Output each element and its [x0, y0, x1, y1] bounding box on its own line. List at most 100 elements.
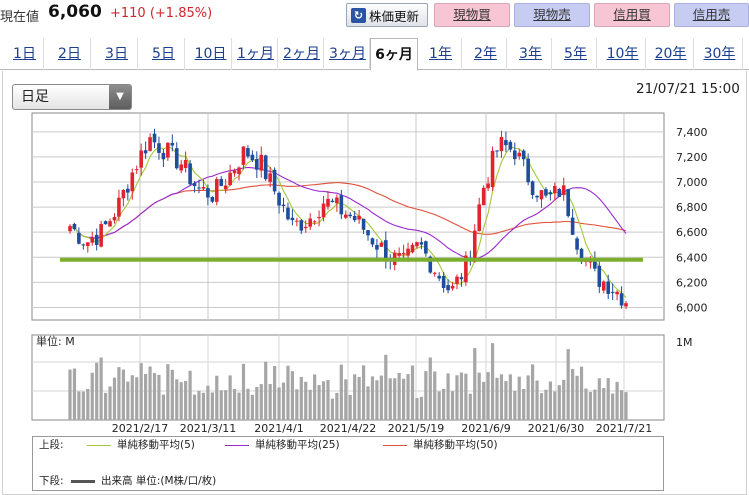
price-tick-label: 7,400: [676, 126, 708, 139]
tab-3month[interactable]: 3ヶ月: [326, 38, 370, 70]
candle-body: [108, 221, 112, 227]
candle-body: [85, 242, 90, 247]
volume-bar: [433, 371, 437, 420]
tab-5year[interactable]: 5年: [555, 38, 597, 70]
tab-1month[interactable]: 1ヶ月: [234, 38, 278, 70]
volume-bar: [575, 375, 579, 420]
candle-body: [428, 256, 433, 273]
candle-body: [441, 276, 446, 288]
volume-bar: [348, 394, 352, 420]
volume-bars: [68, 343, 628, 420]
tab-10day[interactable]: 10日: [190, 38, 232, 70]
volume-bar: [219, 390, 223, 420]
candle-body: [134, 169, 139, 171]
volume-bar: [593, 389, 597, 420]
candle-body: [179, 164, 183, 171]
volume-bar: [615, 381, 619, 420]
cash-buy-button[interactable]: 現物買: [434, 3, 510, 27]
candle-body: [450, 285, 455, 289]
volume-bar: [126, 381, 130, 420]
tab-1day[interactable]: 1日: [6, 38, 44, 70]
candle-body: [588, 261, 593, 263]
candle-body: [548, 192, 553, 195]
chart-timestamp: 21/07/21 15:00: [636, 81, 740, 97]
tab-30year[interactable]: 30年: [697, 38, 743, 70]
volume-bar: [255, 387, 259, 420]
volume-bar: [108, 386, 112, 420]
volume-bar: [210, 392, 214, 420]
volume-bar: [406, 374, 410, 420]
volume-bar: [428, 357, 432, 420]
refresh-icon: ↻: [351, 7, 366, 23]
date-axis: 2021/2/17 2021/3/11 2021/4/1 2021/4/22 2021/…: [112, 422, 652, 435]
tab-6month[interactable]: 6ヶ月: [370, 38, 418, 71]
candle-body: [352, 215, 357, 221]
margin-buy-button[interactable]: 信用買: [594, 3, 670, 27]
candle-body: [384, 240, 388, 262]
volume-bar: [268, 383, 272, 420]
margin-sell-button[interactable]: 信用売: [674, 3, 749, 27]
volume-bar: [366, 386, 370, 420]
volume-bar: [192, 394, 197, 420]
volume-bar: [201, 392, 206, 420]
candle-body: [308, 218, 312, 227]
current-price-label: 現在値: [0, 10, 40, 25]
candle-body: [237, 167, 241, 175]
tab-1year[interactable]: 1年: [420, 38, 462, 70]
date-label: 2021/2/17: [112, 422, 168, 435]
candlesticks: [68, 128, 628, 310]
candle-body: [277, 192, 281, 206]
candle-body: [472, 230, 477, 262]
volume-bar: [264, 361, 268, 420]
candle-body: [495, 150, 499, 152]
volume-bar: [326, 380, 330, 420]
volume-bar: [513, 390, 517, 420]
tab-20year[interactable]: 20年: [648, 38, 694, 70]
candle-body: [410, 244, 415, 253]
volume-bar: [397, 372, 401, 420]
tab-2month[interactable]: 2ヶ月: [280, 38, 324, 70]
candle-body: [130, 172, 135, 192]
tab-3day[interactable]: 3日: [96, 38, 138, 70]
candle-body: [606, 281, 611, 294]
cash-sell-button[interactable]: 現物売: [514, 3, 590, 27]
tab-3year[interactable]: 3年: [510, 38, 552, 70]
candle-body: [593, 259, 597, 269]
volume-bar: [148, 366, 152, 420]
candle-body: [517, 152, 522, 157]
volume-bar: [179, 382, 183, 420]
candle-period-select[interactable]: 日足 ▼: [12, 84, 132, 110]
volume-bar: [375, 380, 379, 420]
candle-body: [432, 272, 437, 274]
candle-body: [570, 217, 575, 235]
tab-2day[interactable]: 2日: [49, 38, 91, 70]
candle-body: [424, 241, 428, 254]
candle-body: [464, 255, 468, 283]
candle-body: [126, 188, 130, 193]
tab-5day[interactable]: 5日: [143, 38, 185, 70]
volume-bar: [112, 377, 117, 420]
candle-body: [575, 238, 579, 250]
candle-body: [290, 217, 295, 221]
candle-body: [455, 276, 459, 284]
tab-10year[interactable]: 10年: [600, 38, 646, 70]
legend-lower-row: 下段: 出来高 単位:(M株/口/枚): [33, 473, 663, 489]
candle-body: [143, 150, 148, 154]
volume-bar: [442, 388, 446, 420]
volume-bar: [250, 394, 254, 420]
candle-body: [68, 226, 72, 232]
candle-body: [281, 204, 286, 207]
volume-bar: [402, 378, 406, 420]
volume-bar: [597, 378, 601, 420]
candle-body: [557, 189, 562, 197]
candle-body: [415, 242, 419, 247]
legend-ma5: 単純移動平均(5): [87, 437, 195, 453]
refresh-price-button[interactable]: ↻ 株価更新: [346, 3, 428, 27]
volume-bar: [313, 374, 317, 420]
candle-body: [232, 170, 237, 174]
candle-body: [174, 148, 179, 169]
candle-body: [526, 158, 530, 183]
tab-2year[interactable]: 2年: [465, 38, 507, 70]
volume-bar: [175, 379, 179, 420]
